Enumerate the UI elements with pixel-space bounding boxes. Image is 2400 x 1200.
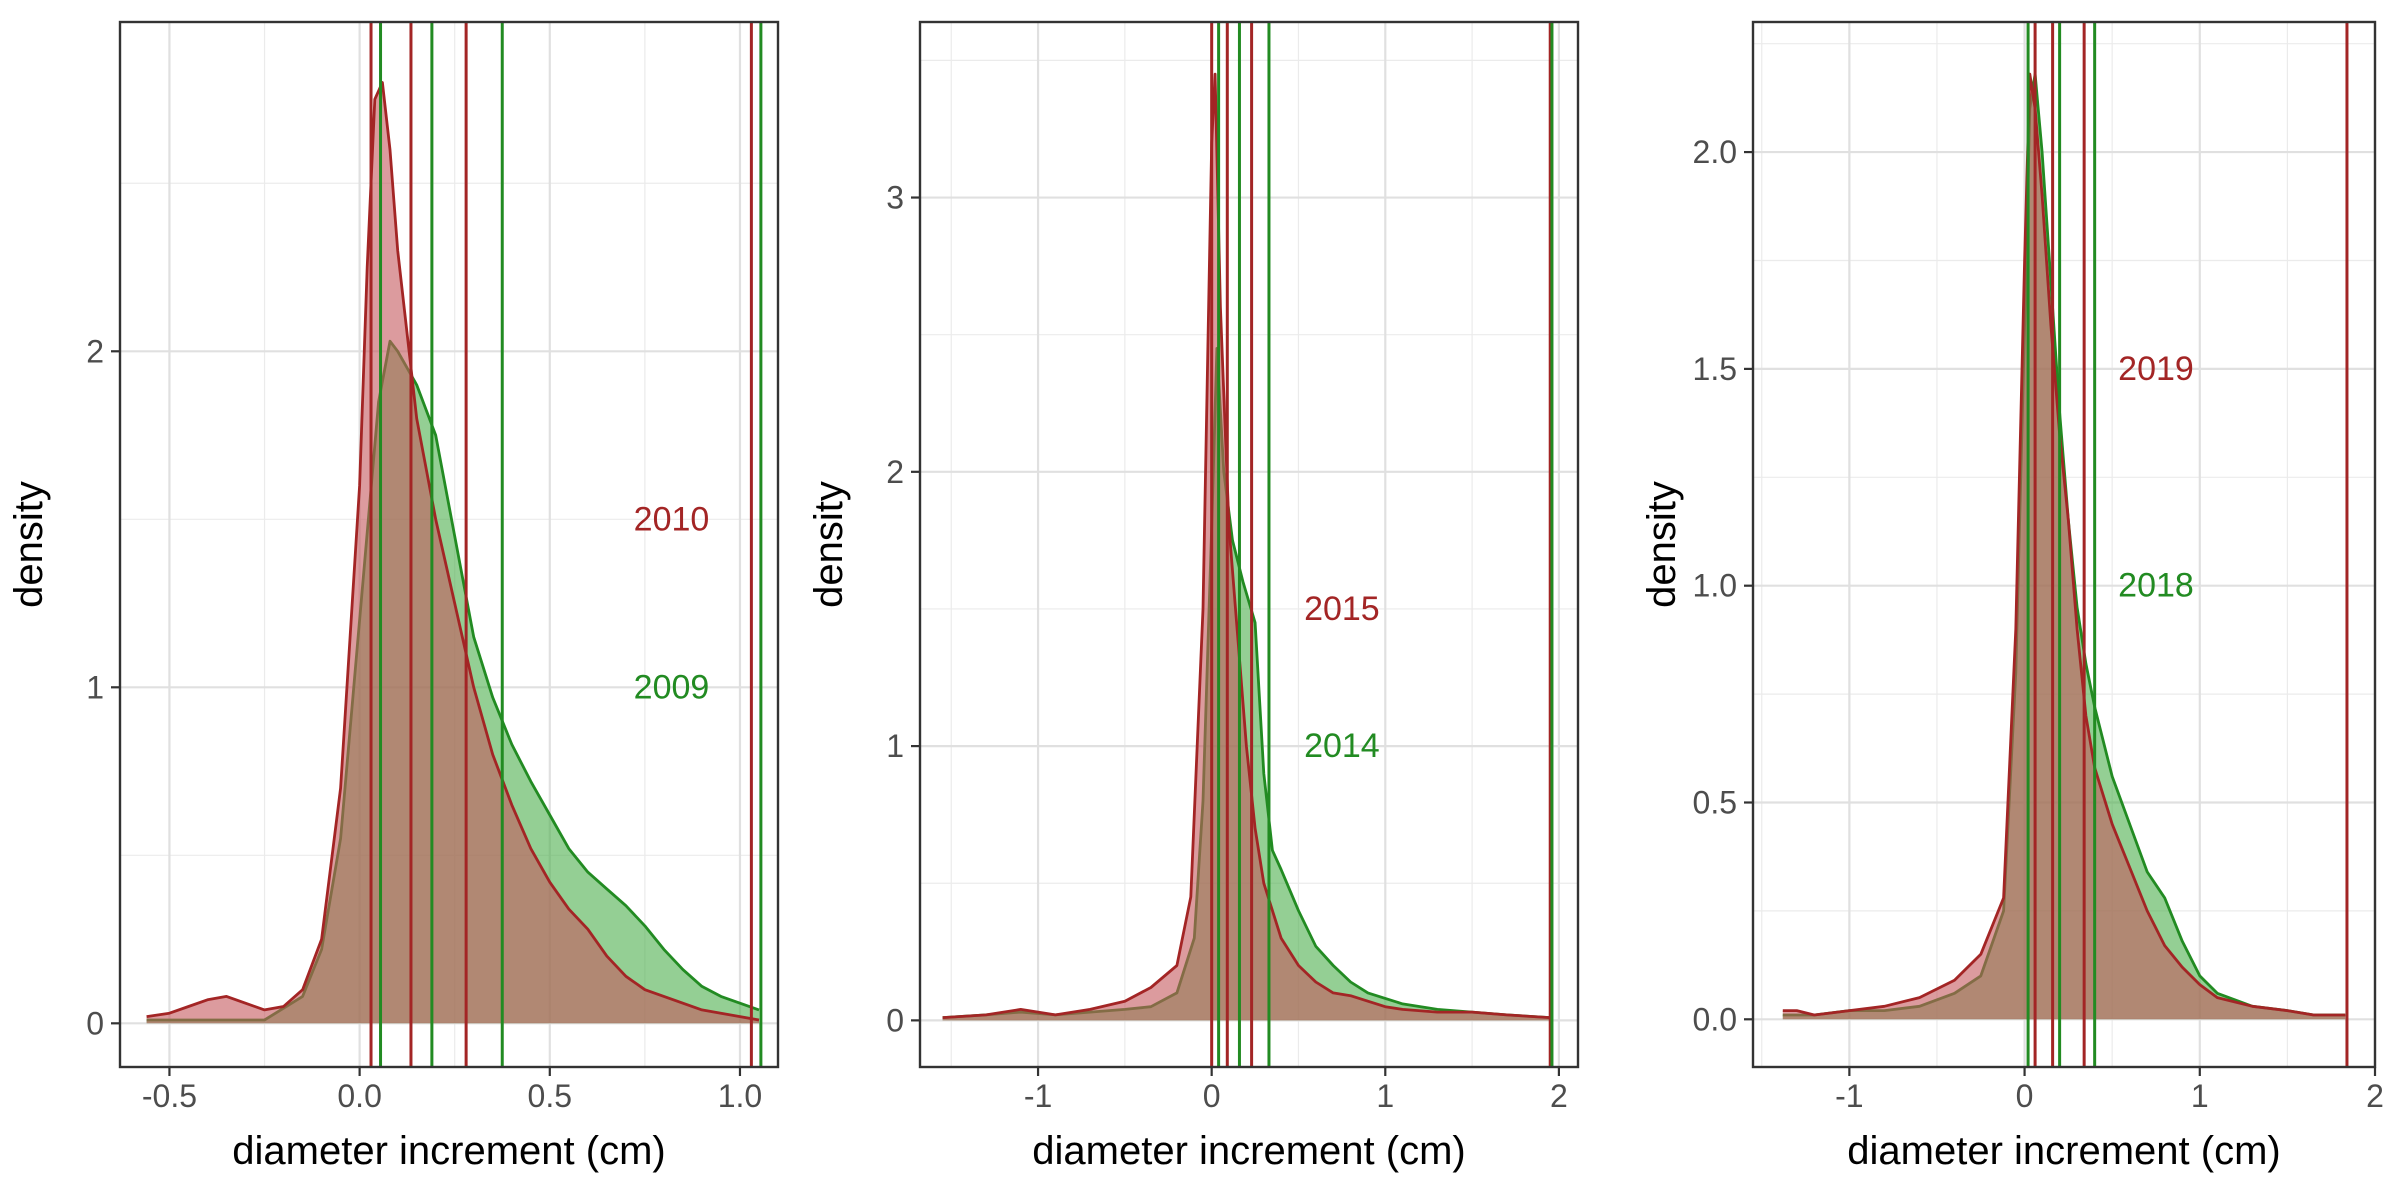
y-tick-label: 0 bbox=[886, 1002, 904, 1038]
x-tick-label: 0.0 bbox=[337, 1078, 381, 1114]
chart-panel-1: 2010 2009 -0.5 0.0 0.5 1.0 0 1 2 diameter increme… bbox=[7, 20, 780, 1173]
plot-data bbox=[146, 22, 763, 1067]
x-tick-label: 0 bbox=[1203, 1078, 1221, 1114]
density-line-2015 bbox=[942, 72, 1551, 1019]
year-label: 2014 bbox=[1304, 727, 1380, 765]
y-axis-title: density bbox=[1640, 481, 1684, 608]
x-tick-label: 0.5 bbox=[528, 1078, 572, 1114]
x-tick-label: 2 bbox=[2366, 1078, 2384, 1114]
y-tick-label: 1.5 bbox=[1693, 351, 1737, 387]
density-line-2010 bbox=[146, 81, 760, 1022]
year-label: 2010 bbox=[634, 500, 710, 538]
x-axis-title: diameter increment (cm) bbox=[1032, 1129, 1465, 1173]
density-area-2014 bbox=[942, 348, 1551, 1021]
year-label: 2018 bbox=[2118, 567, 2194, 605]
y-tick-label: 0.0 bbox=[1693, 1001, 1737, 1037]
x-tick-label: 0 bbox=[2016, 1078, 2034, 1114]
y-tick-label: 2 bbox=[86, 333, 104, 369]
density-area-2010 bbox=[146, 82, 760, 1024]
year-label: 2009 bbox=[634, 668, 710, 706]
y-axis-title: density bbox=[7, 481, 51, 608]
x-tick-label: -0.5 bbox=[142, 1078, 197, 1114]
x-tick-label: 1 bbox=[2191, 1078, 2209, 1114]
panel-border bbox=[1751, 20, 2377, 1069]
x-axis-title: diameter increment (cm) bbox=[232, 1129, 665, 1173]
y-tick-label: 3 bbox=[886, 180, 904, 216]
y-axis-title: density bbox=[807, 481, 851, 608]
plot-data bbox=[1782, 22, 2349, 1067]
year-label: 2015 bbox=[1304, 590, 1380, 628]
chart-panel-3: 2019 2018 -1 0 1 2 0.0 0.5 1.0 1.5 2.0 diameter inc… bbox=[1640, 20, 2384, 1173]
x-tick-label: 1.0 bbox=[718, 1078, 762, 1114]
panel-border bbox=[118, 20, 780, 1069]
plot-data bbox=[942, 22, 1554, 1067]
density-area-2015 bbox=[942, 74, 1551, 1021]
x-tick-label: -1 bbox=[1024, 1078, 1052, 1114]
density-area-2019 bbox=[1782, 74, 2346, 1020]
x-tick-label: 2 bbox=[1550, 1078, 1568, 1114]
y-tick-label: 1 bbox=[886, 728, 904, 764]
panel-border bbox=[918, 20, 1580, 1069]
y-tick-label: 2 bbox=[886, 454, 904, 490]
y-tick-label: 0.5 bbox=[1693, 784, 1737, 820]
x-tick-label: 1 bbox=[1376, 1078, 1394, 1114]
y-tick-label: 2.0 bbox=[1693, 134, 1737, 170]
x-axis-title: diameter increment (cm) bbox=[1847, 1129, 2280, 1173]
y-tick-label: 1.0 bbox=[1693, 568, 1737, 604]
x-tick-label: -1 bbox=[1835, 1078, 1863, 1114]
y-tick-label: 1 bbox=[86, 669, 104, 705]
chart-panel-2: 2015 2014 -1 0 1 2 0 1 2 3 diameter increment (cm)… bbox=[807, 20, 1580, 1173]
y-tick-label: 0 bbox=[86, 1005, 104, 1041]
year-label: 2019 bbox=[2118, 350, 2194, 388]
